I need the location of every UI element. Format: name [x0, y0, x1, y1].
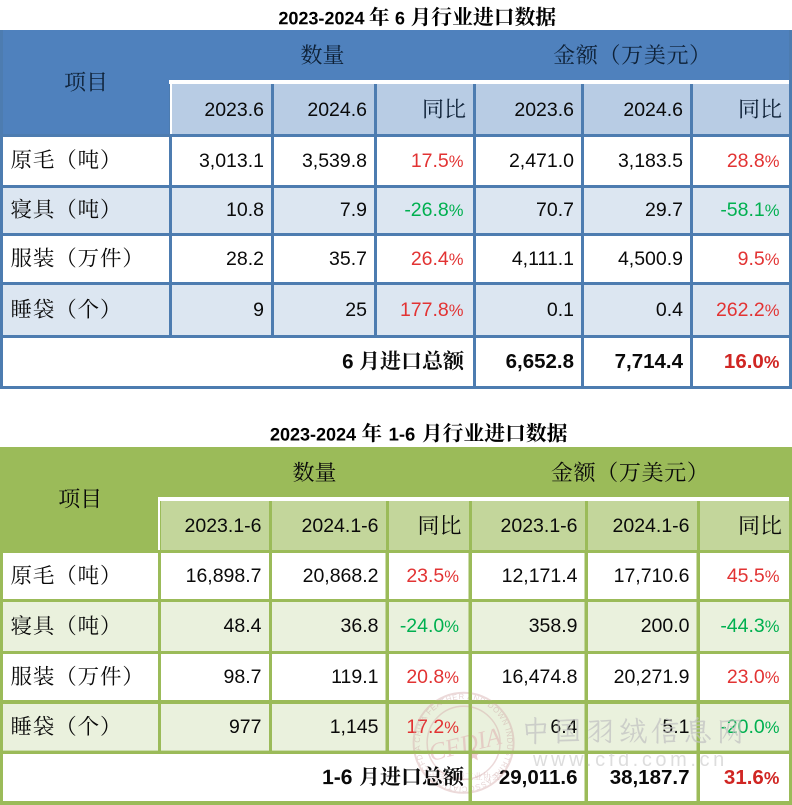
svg-text:CFDIA: CFDIA [426, 723, 505, 767]
svg-text:CHINA FEATHER AND DOWN INDUSTR: CHINA FEATHER AND DOWN INDUSTRIAL ASSOCI… [0, 0, 514, 794]
